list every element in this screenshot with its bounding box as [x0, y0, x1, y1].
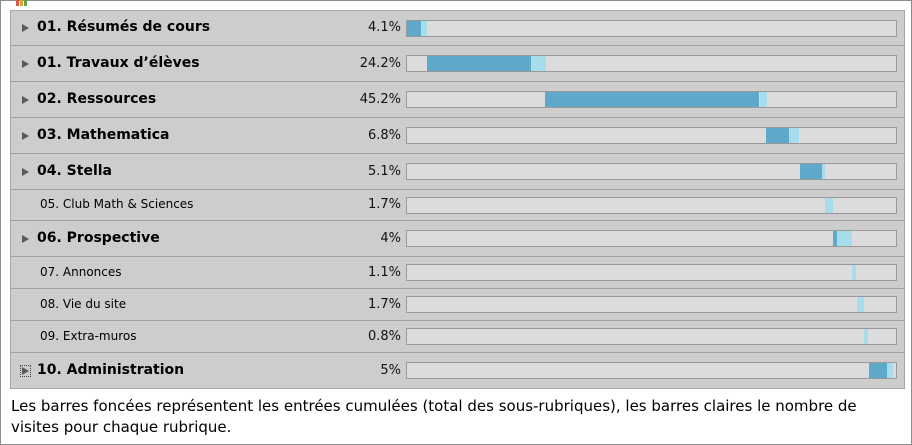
section-percent: 6.8% — [367, 127, 401, 143]
section-bar — [406, 55, 897, 72]
section-label[interactable]: 04. Stella — [37, 162, 112, 179]
section-row: 08. Vie du site 1.7% — [11, 288, 904, 320]
visits-bar-segment — [857, 297, 864, 312]
section-percent: 1.1% — [367, 264, 401, 280]
section-label[interactable]: 03. Mathematica — [37, 126, 170, 143]
section-percent: 5% — [380, 362, 401, 378]
section-row[interactable]: 06. Prospective 4% — [11, 220, 904, 256]
section-stats-table: 01. Résumés de cours 4.1% 01. Travaux d’él… — [10, 10, 905, 389]
section-percent: 5.1% — [367, 163, 401, 179]
section-percent: 24.2% — [359, 55, 401, 71]
section-percent: 4% — [380, 230, 401, 246]
section-label[interactable]: 06. Prospective — [37, 229, 160, 246]
section-label: 08. Vie du site — [40, 296, 127, 311]
visits-bar-segment — [864, 329, 868, 344]
section-row[interactable]: 04. Stella 5.1% — [11, 153, 904, 189]
section-label[interactable]: 02. Ressources — [37, 90, 157, 107]
section-row: 07. Annonces 1.1% — [11, 256, 904, 288]
section-bar — [406, 296, 897, 313]
section-row: 05. Club Math & Sciences 1.7% — [11, 189, 904, 220]
section-bar — [406, 163, 897, 180]
section-row[interactable]: 10. Administration 5% — [11, 352, 904, 388]
expand-triangle-icon[interactable] — [22, 131, 29, 140]
section-row[interactable]: 01. Résumés de cours 4.1% — [11, 11, 904, 45]
section-bar — [406, 328, 897, 345]
cumulative-bar-segment — [766, 128, 789, 143]
section-bar — [406, 91, 897, 108]
section-row: 09. Extra-muros 0.8% — [11, 320, 904, 352]
stats-icon — [16, 0, 27, 6]
section-percent: 45.2% — [359, 91, 401, 107]
visits-bar-segment — [421, 20, 427, 36]
expand-triangle-icon[interactable] — [22, 59, 29, 68]
legend-caption: Les barres foncées représentent les entr… — [11, 397, 857, 436]
expand-triangle-icon[interactable] — [22, 95, 29, 104]
visits-bar-segment — [531, 56, 546, 71]
section-row[interactable]: 02. Ressources 45.2% — [11, 81, 904, 117]
section-label[interactable]: 01. Résumés de cours — [37, 19, 211, 35]
cumulative-bar-segment — [427, 56, 531, 71]
cumulative-bar-segment — [545, 92, 759, 107]
visits-bar-segment — [822, 164, 825, 179]
cumulative-bar-segment — [407, 20, 421, 36]
section-percent: 1.7% — [367, 197, 401, 212]
section-label[interactable]: 01. Travaux d’élèves — [37, 54, 200, 71]
section-bar — [406, 230, 897, 247]
visits-bar-segment — [760, 92, 767, 107]
cumulative-bar-segment — [800, 164, 822, 179]
section-bar — [406, 19, 897, 37]
cumulative-bar-segment — [869, 363, 888, 378]
section-label: 05. Club Math & Sciences — [40, 197, 194, 211]
section-percent: 4.1% — [367, 20, 401, 35]
visits-bar-segment — [887, 363, 893, 378]
section-percent: 1.7% — [367, 296, 401, 312]
section-bar — [406, 196, 897, 214]
expand-triangle-icon[interactable] — [22, 24, 29, 32]
section-row[interactable]: 03. Mathematica 6.8% — [11, 117, 904, 153]
visits-bar-segment — [837, 231, 852, 246]
section-row[interactable]: 01. Travaux d’élèves 24.2% — [11, 45, 904, 81]
section-percent: 0.8% — [367, 328, 401, 344]
expand-triangle-icon[interactable] — [22, 167, 29, 176]
section-label: 07. Annonces — [40, 264, 122, 279]
visits-bar-segment — [825, 197, 833, 213]
expand-triangle-icon[interactable] — [20, 364, 31, 377]
visits-bar-segment — [789, 128, 799, 143]
section-bar — [406, 362, 897, 379]
section-bar — [406, 264, 897, 281]
section-bar — [406, 127, 897, 144]
cumulative-bar-segment — [833, 231, 837, 246]
visits-bar-segment — [852, 265, 856, 280]
section-label: 09. Extra-muros — [40, 328, 137, 343]
section-label[interactable]: 10. Administration — [37, 361, 185, 378]
expand-triangle-icon[interactable] — [22, 234, 29, 243]
